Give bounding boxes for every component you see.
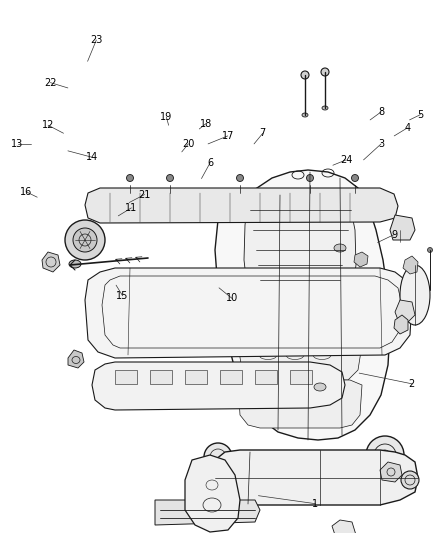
Ellipse shape <box>204 443 232 471</box>
Bar <box>255 370 277 384</box>
Text: 1: 1 <box>312 499 318 508</box>
Text: 22: 22 <box>44 78 57 87</box>
Bar <box>207 510 211 518</box>
Polygon shape <box>85 188 398 223</box>
Ellipse shape <box>322 106 328 110</box>
Bar <box>290 370 312 384</box>
Ellipse shape <box>237 174 244 182</box>
Bar <box>195 510 199 518</box>
Polygon shape <box>403 256 418 274</box>
Bar <box>165 510 169 518</box>
Text: 23: 23 <box>90 35 102 45</box>
Text: 11: 11 <box>125 203 138 213</box>
Polygon shape <box>42 252 60 272</box>
Ellipse shape <box>307 174 314 182</box>
Ellipse shape <box>321 68 329 76</box>
Polygon shape <box>395 300 415 322</box>
Bar <box>220 370 242 384</box>
Polygon shape <box>238 380 362 428</box>
Ellipse shape <box>65 220 105 260</box>
Text: 2: 2 <box>409 379 415 389</box>
Ellipse shape <box>69 260 81 268</box>
Bar <box>189 510 193 518</box>
Bar <box>243 510 247 518</box>
Ellipse shape <box>314 383 326 391</box>
Text: 18: 18 <box>200 119 212 128</box>
Bar <box>201 510 205 518</box>
Text: 14: 14 <box>86 152 98 162</box>
Text: 21: 21 <box>138 190 151 199</box>
Ellipse shape <box>302 113 308 117</box>
Polygon shape <box>238 300 362 380</box>
Polygon shape <box>92 362 345 410</box>
Text: 13: 13 <box>11 139 24 149</box>
Polygon shape <box>205 458 230 480</box>
Ellipse shape <box>400 265 430 325</box>
Ellipse shape <box>166 174 173 182</box>
Bar <box>219 510 223 518</box>
Text: 7: 7 <box>260 128 266 138</box>
Text: 24: 24 <box>340 155 352 165</box>
Ellipse shape <box>73 228 97 252</box>
Bar <box>185 370 207 384</box>
Polygon shape <box>390 215 415 240</box>
Text: 15: 15 <box>117 291 129 301</box>
Polygon shape <box>155 500 260 525</box>
Bar <box>237 510 241 518</box>
Bar <box>213 510 217 518</box>
Ellipse shape <box>401 471 419 489</box>
Ellipse shape <box>301 71 309 79</box>
Polygon shape <box>244 192 356 295</box>
Bar <box>231 510 235 518</box>
Text: 16: 16 <box>20 187 32 197</box>
Polygon shape <box>354 252 368 267</box>
Polygon shape <box>332 520 356 533</box>
Ellipse shape <box>127 174 134 182</box>
Text: 12: 12 <box>42 120 54 130</box>
Ellipse shape <box>352 174 358 182</box>
Text: 10: 10 <box>226 294 238 303</box>
Text: 19: 19 <box>160 112 173 122</box>
Text: 9: 9 <box>391 230 397 239</box>
Bar <box>150 370 172 384</box>
Text: 4: 4 <box>404 123 410 133</box>
Bar <box>171 510 175 518</box>
Polygon shape <box>210 450 418 505</box>
Bar <box>225 510 229 518</box>
Text: 6: 6 <box>207 158 213 167</box>
Bar <box>115 370 137 384</box>
Text: 8: 8 <box>378 107 384 117</box>
Polygon shape <box>378 455 400 482</box>
Polygon shape <box>185 455 240 532</box>
Ellipse shape <box>427 247 432 253</box>
Polygon shape <box>380 462 402 482</box>
Text: 5: 5 <box>417 110 424 119</box>
Polygon shape <box>68 350 84 368</box>
Text: 17: 17 <box>222 131 234 141</box>
Text: 3: 3 <box>378 139 384 149</box>
Bar <box>249 510 253 518</box>
Ellipse shape <box>334 244 346 252</box>
Bar <box>177 510 181 518</box>
Bar <box>183 510 187 518</box>
Polygon shape <box>215 170 390 440</box>
Ellipse shape <box>366 436 404 474</box>
Polygon shape <box>394 315 408 334</box>
Text: 20: 20 <box>182 139 194 149</box>
Polygon shape <box>85 268 412 358</box>
